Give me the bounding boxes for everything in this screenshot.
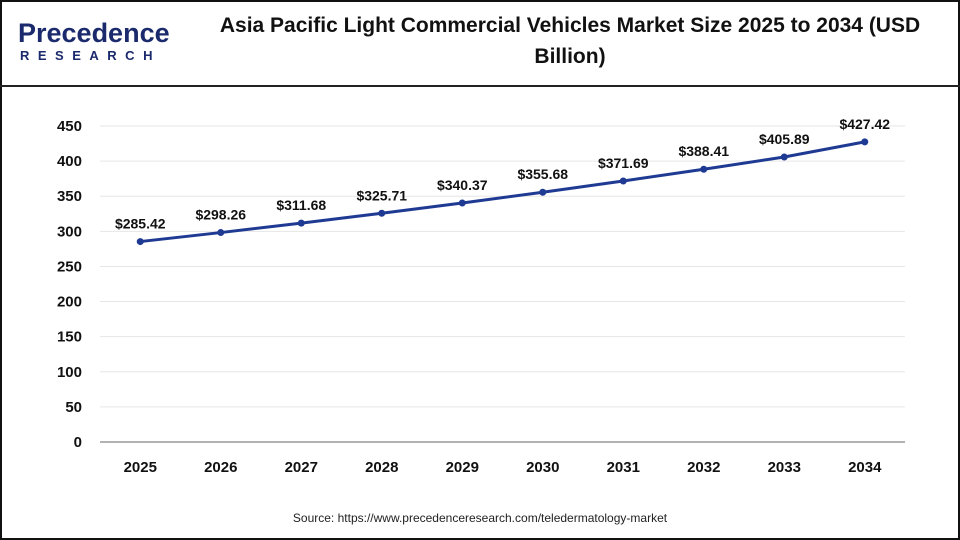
y-tick-label: 150 (57, 329, 82, 346)
series-line (140, 140, 866, 244)
y-tick-label: 250 (57, 258, 82, 275)
chart-title: Asia Pacific Light Commercial Vehicles M… (219, 14, 921, 68)
logo-brand: Precedence (18, 18, 170, 48)
x-tick-label: 2034 (848, 459, 882, 476)
x-tick-label: 2027 (285, 459, 318, 476)
y-tick-label: 50 (65, 399, 82, 416)
data-label: $325.71 (356, 187, 407, 203)
data-point (861, 138, 869, 146)
y-tick-label: 200 (57, 294, 82, 311)
data-label: $340.37 (437, 177, 488, 193)
data-label: $405.89 (759, 131, 810, 147)
x-tick-label: 2026 (204, 459, 237, 476)
logo-sub: RESEARCH (20, 48, 161, 63)
y-tick-label: 100 (57, 364, 82, 381)
y-tick-label: 350 (57, 188, 82, 205)
data-label: $285.42 (115, 216, 166, 232)
data-point (136, 238, 144, 246)
logo: Precedence RESEARCH (18, 18, 170, 65)
y-tick-label: 450 (57, 118, 82, 135)
data-point (539, 188, 547, 196)
data-point (780, 153, 788, 161)
data-label: $355.68 (517, 166, 568, 182)
data-point (619, 177, 627, 185)
data-label: $388.41 (678, 143, 729, 159)
data-point (378, 209, 386, 217)
y-tick-label: 300 (57, 223, 82, 240)
data-point (700, 165, 708, 173)
source-note: Source: https://www.precedenceresearch.c… (292, 511, 668, 525)
data-point (458, 199, 466, 207)
data-point (217, 229, 225, 237)
x-tick-label: 2033 (768, 459, 801, 476)
x-tick-label: 2030 (526, 459, 559, 476)
data-label: $427.42 (839, 116, 890, 132)
x-tick-label: 2031 (607, 459, 640, 476)
data-point (297, 219, 305, 227)
y-tick-label: 400 (57, 153, 82, 170)
data-label: $298.26 (195, 207, 246, 223)
data-label: $311.68 (276, 197, 326, 213)
data-label: $371.69 (598, 155, 649, 171)
x-tick-label: 2032 (687, 459, 720, 476)
header-divider (0, 85, 960, 87)
x-tick-label: 2029 (446, 459, 479, 476)
x-tick-label: 2028 (365, 459, 398, 476)
y-tick-label: 0 (74, 434, 82, 451)
x-tick-label: 2025 (124, 459, 157, 476)
